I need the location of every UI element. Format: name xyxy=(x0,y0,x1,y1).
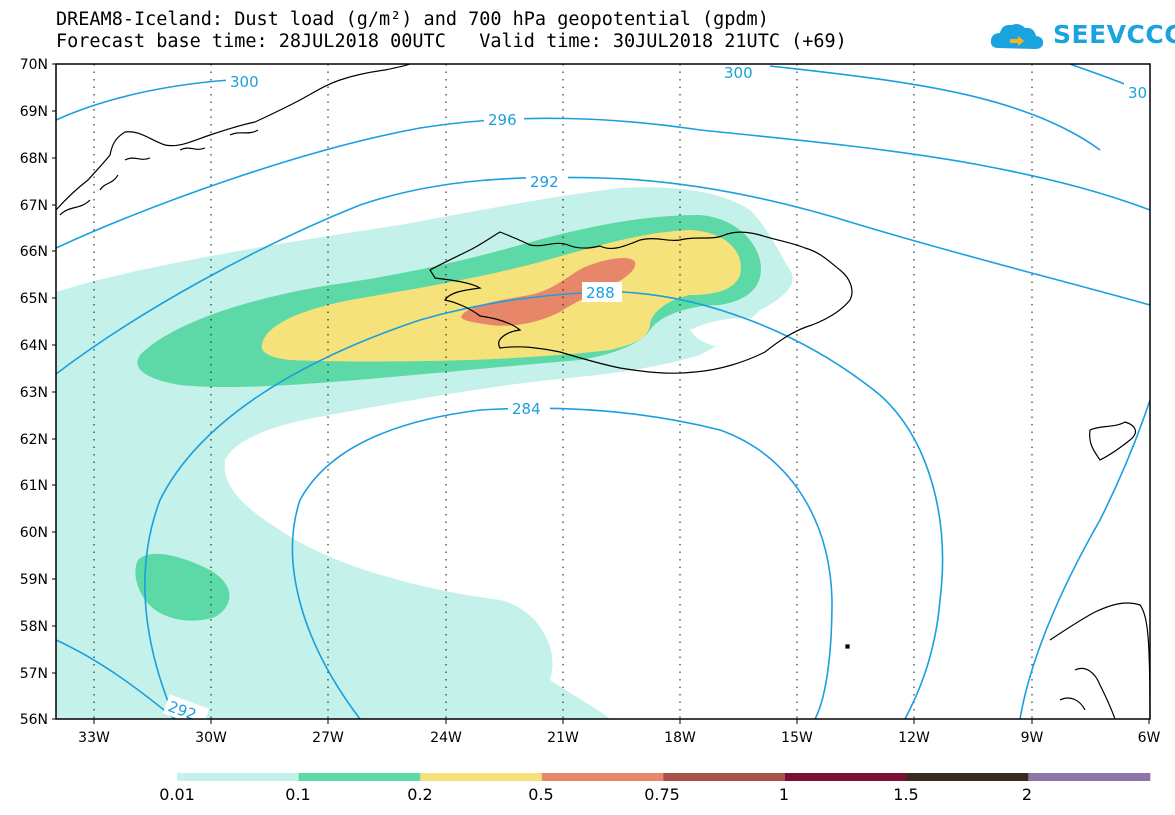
colorbar-swatch-2 xyxy=(298,773,421,781)
lat-label-57n: 57N xyxy=(20,666,48,682)
lon-label-24w: 24W xyxy=(430,730,462,746)
longitude-axis xyxy=(93,719,1150,724)
faroe-coastline xyxy=(1089,421,1137,461)
lat-label-68n: 68N xyxy=(20,151,48,167)
contour-300-left xyxy=(56,79,231,121)
latitude-axis xyxy=(52,63,56,720)
lon-label-21w: 21W xyxy=(547,730,579,746)
coastlines xyxy=(56,64,1150,719)
lon-label-18w: 18W xyxy=(664,730,696,746)
lat-label-66n: 66N xyxy=(20,244,48,260)
contour-300-right xyxy=(769,65,1101,151)
colorbar-label-0.2: 0.2 xyxy=(407,785,433,804)
iceland-coastline xyxy=(429,231,853,374)
colorbar-label-2: 2 xyxy=(1021,785,1033,804)
colorbar-swatch-1 xyxy=(177,773,300,781)
logo-text: SEEVCCC xyxy=(1053,20,1175,49)
dust-level-0.5 xyxy=(461,258,636,326)
lon-label-30w: 30W xyxy=(195,730,227,746)
colorbar-label-1.5: 1.5 xyxy=(893,785,919,804)
contour-label-30: 30 xyxy=(1128,84,1147,102)
colorbar-swatch-3 xyxy=(420,773,543,781)
lat-label-62n: 62N xyxy=(20,432,48,448)
lon-label-12w: 12W xyxy=(898,730,930,746)
lon-label-9w: 9W xyxy=(1021,730,1044,746)
contour-292 xyxy=(56,176,1150,375)
contour-296 xyxy=(56,117,1150,249)
colorbar-label-0.1: 0.1 xyxy=(285,785,311,804)
contour-label-296: 296 xyxy=(488,111,517,129)
colorbar-swatch-5 xyxy=(663,773,786,781)
lat-label-67n: 67N xyxy=(20,198,48,214)
contour-label-292: 292 xyxy=(530,173,559,191)
lon-label-6w: 6W xyxy=(1138,730,1161,746)
lat-label-63n: 63N xyxy=(20,385,48,401)
cloud-logo-icon xyxy=(990,24,1044,49)
contour-label-284: 284 xyxy=(512,400,541,418)
contour-label-288: 288 xyxy=(586,284,615,302)
contour-outer-east xyxy=(1019,399,1150,719)
colorbar-label-0.75: 0.75 xyxy=(644,785,680,804)
colorbar xyxy=(177,773,1151,781)
dust-gap xyxy=(690,318,793,349)
lat-label-58n: 58N xyxy=(20,619,48,635)
lon-label-27w: 27W xyxy=(312,730,344,746)
contour-284 xyxy=(291,407,833,719)
lat-label-65n: 65N xyxy=(20,291,48,307)
colorbar-swatch-7 xyxy=(906,773,1029,781)
contour-label-300-right: 300 xyxy=(724,64,753,82)
lon-label-15w: 15W xyxy=(781,730,813,746)
colorbar-swatch-8 xyxy=(1028,773,1151,781)
lat-label-60n: 60N xyxy=(20,525,48,541)
contour-label-300-left: 300 xyxy=(230,73,259,91)
scotland-coastline xyxy=(1049,602,1150,719)
dust-level-0.1-south xyxy=(135,553,230,621)
map-plot-area: 300 300 30 296 292 288 284 292 xyxy=(56,64,1150,719)
contour-292-south xyxy=(56,639,176,719)
greenland-fjords xyxy=(59,129,259,216)
lat-label-56n: 56N xyxy=(20,712,48,728)
lon-label-33w: 33W xyxy=(78,730,110,746)
lat-label-61n: 61N xyxy=(20,478,48,494)
colorbar-swatch-4 xyxy=(541,773,664,781)
map-title: DREAM8-Iceland: Dust load (g/m²) and 700… xyxy=(56,9,769,30)
lat-label-59n: 59N xyxy=(20,572,48,588)
lat-label-64n: 64N xyxy=(20,338,48,354)
colorbar-label-0.01: 0.01 xyxy=(159,785,195,804)
colorbar-swatch-6 xyxy=(785,773,908,781)
greenland-coastline xyxy=(56,64,411,211)
lat-label-70n: 70N xyxy=(20,57,48,73)
lat-label-69n: 69N xyxy=(20,104,48,120)
colorbar-label-1: 1 xyxy=(778,785,790,804)
map-subtitle: Forecast base time: 28JUL2018 00UTC Vali… xyxy=(56,31,847,52)
colorbar-label-0.5: 0.5 xyxy=(528,785,554,804)
